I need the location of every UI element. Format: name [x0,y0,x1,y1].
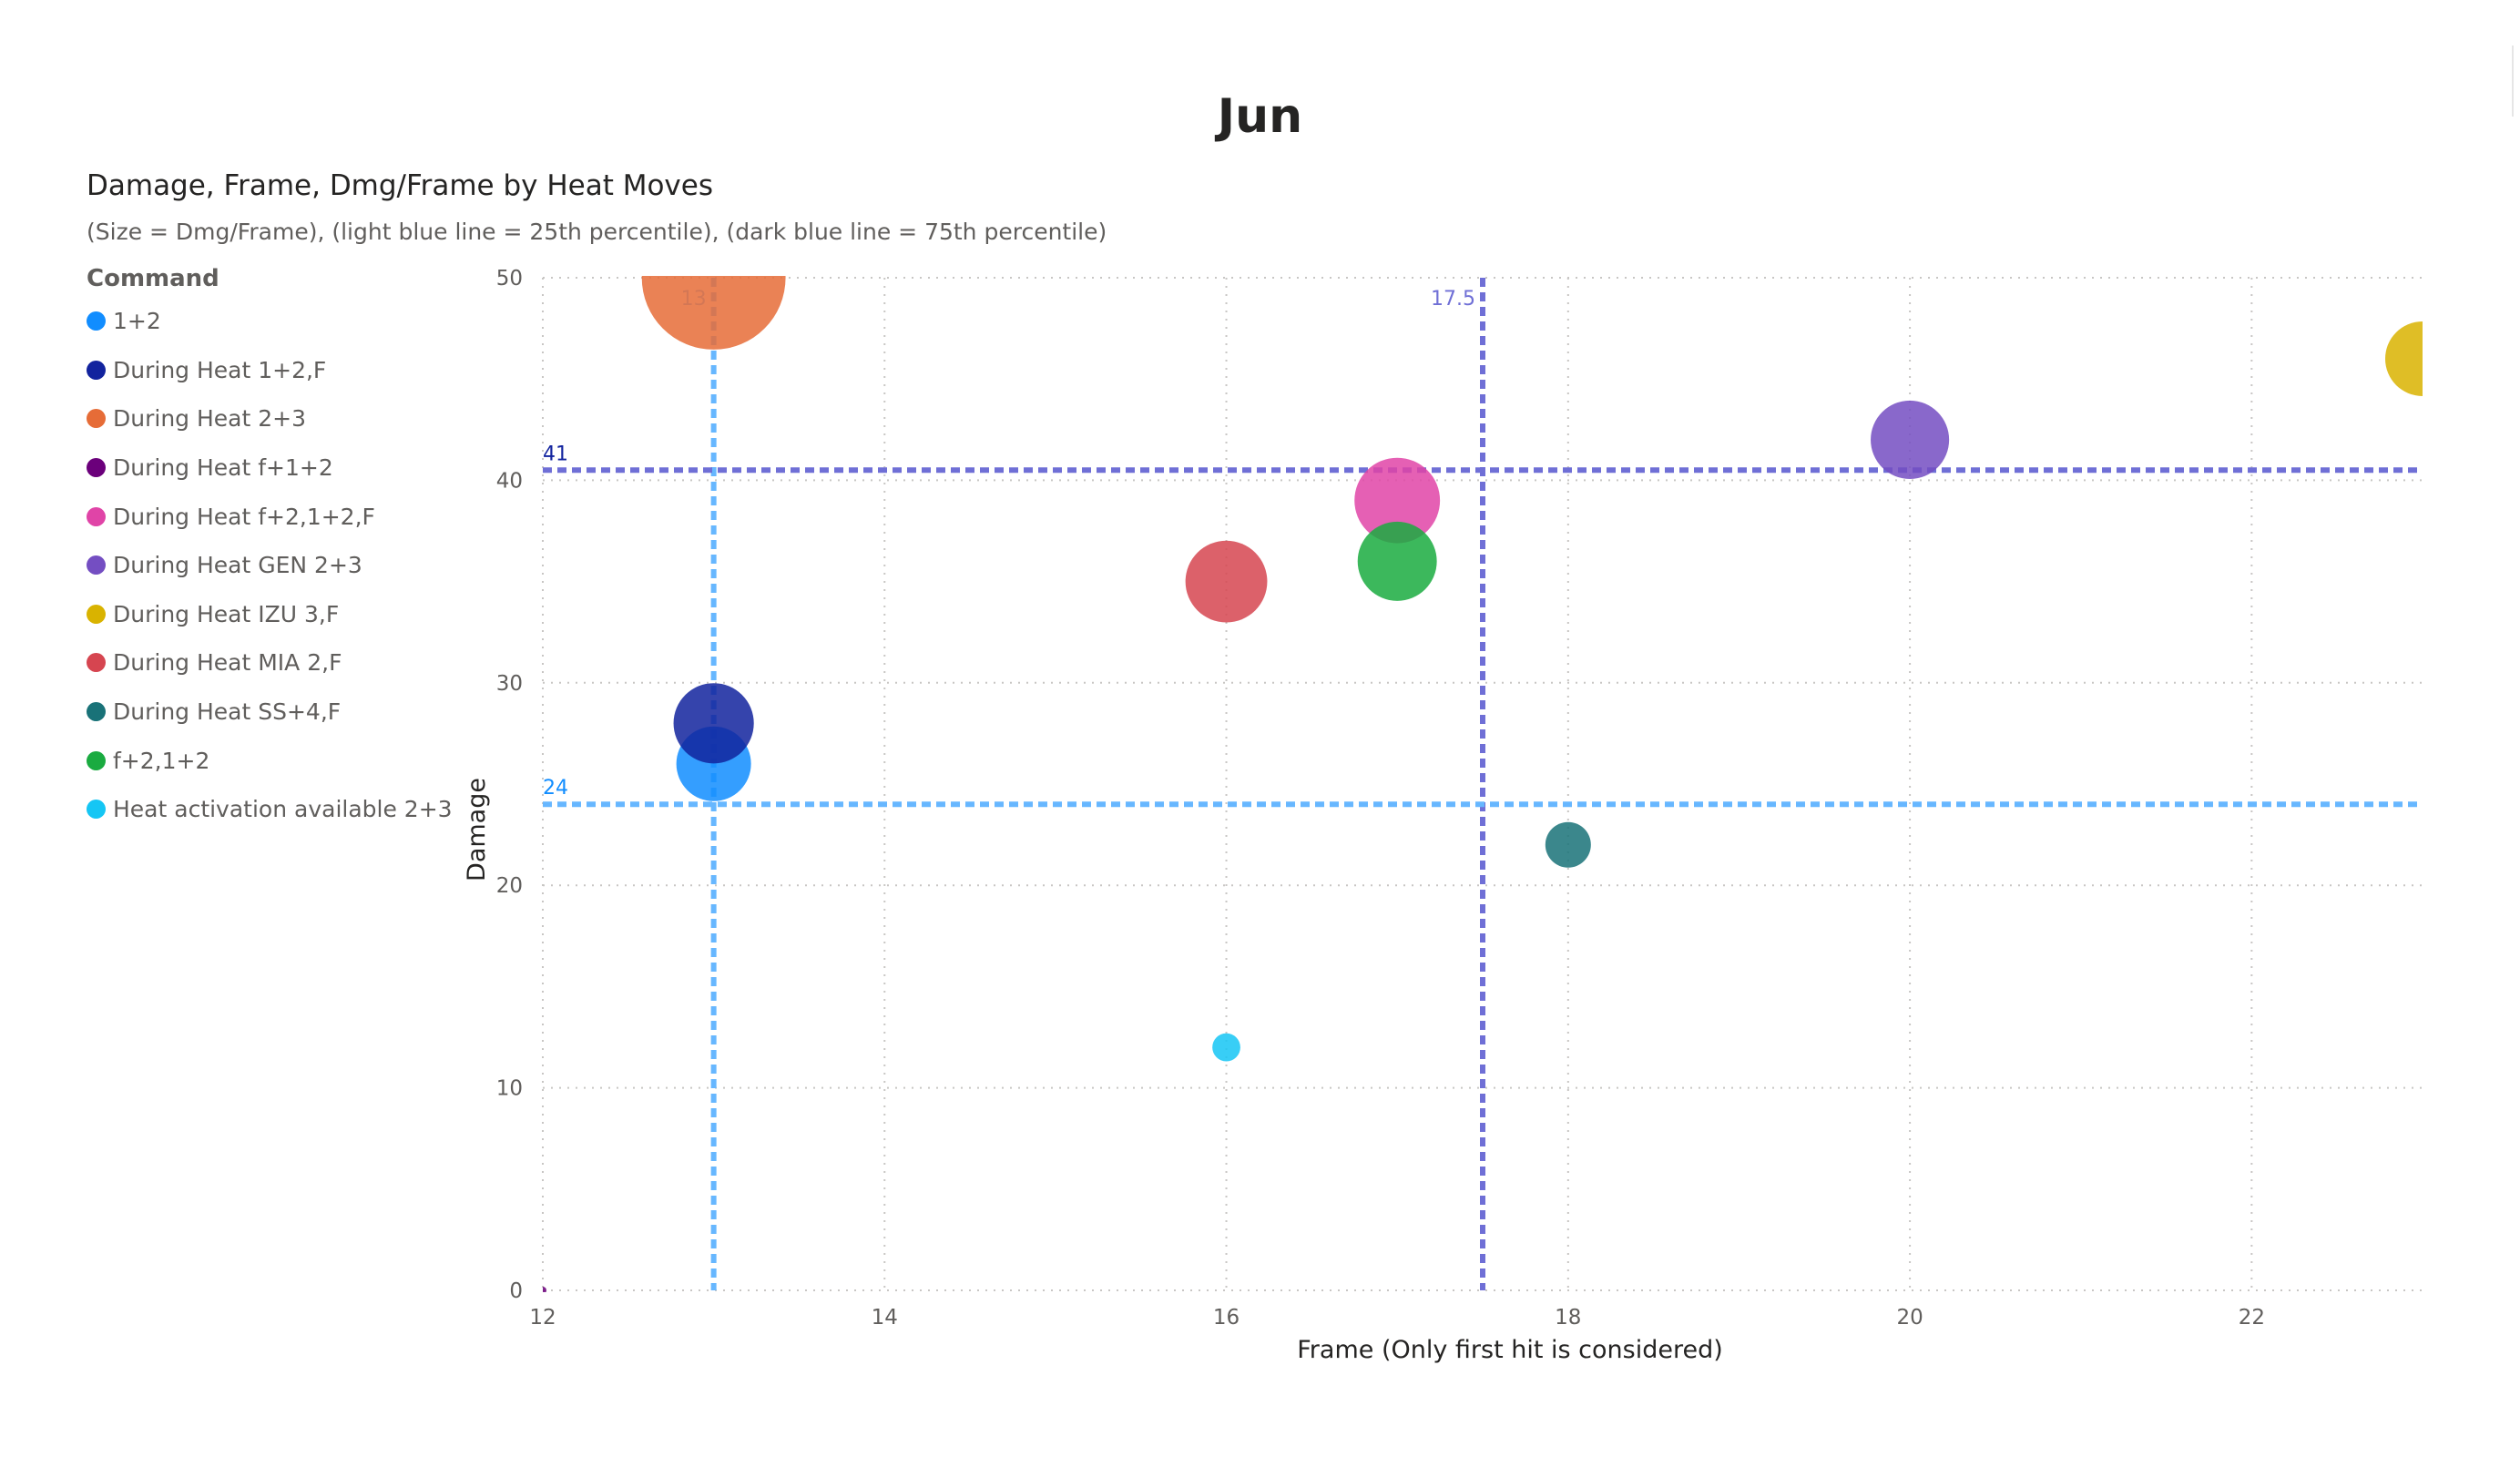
legend-label: During Heat 1+2,F [113,356,327,383]
legend-marker [87,555,106,576]
y-tick-label: 20 [496,874,523,898]
legend-label: 1+2 [113,308,161,335]
reference-line-label: 17.5 [1431,288,1475,311]
legend-label: During Heat MIA 2,F [113,649,342,677]
bubble-point[interactable] [641,206,786,350]
legend-title: Command [87,265,219,292]
legend-label: During Heat SS+4,F [113,698,342,726]
legend-label: f+2,1+2 [113,747,210,774]
panel-edge [2512,46,2514,117]
y-tick-label: 0 [509,1279,523,1303]
legend-marker [87,458,106,478]
legend-marker [87,311,106,331]
legend-marker [87,800,106,820]
legend-marker [87,750,106,770]
y-tick-label: 30 [496,672,523,696]
legend-item[interactable]: During Heat 1+2,F [87,346,451,395]
x-tick-label: 22 [2239,1306,2265,1330]
page-title: Jun [1217,89,1303,144]
x-tick-label: 14 [872,1306,898,1330]
legend-item[interactable]: During Heat SS+4,F [87,688,451,737]
bubble-point[interactable] [1212,1033,1240,1062]
bubble-point[interactable] [539,1287,546,1294]
legend-item[interactable]: During Heat f+2,1+2,F [87,492,451,541]
bubble-point[interactable] [1545,821,1591,868]
legend-item[interactable]: f+2,1+2 [87,736,451,785]
y-axis-title: Damage [463,778,491,881]
bubble-point[interactable] [1357,521,1437,601]
x-tick-label: 16 [1213,1306,1240,1330]
x-tick-label: 18 [1555,1306,1581,1330]
legend-item[interactable]: During Heat MIA 2,F [87,638,451,688]
legend-marker [87,604,106,624]
legend-item[interactable]: 1+2 [87,297,451,346]
y-tick-label: 50 [496,267,523,290]
legend-item[interactable]: Heat activation available 2+3 [87,785,453,834]
bubble-point[interactable] [673,683,754,764]
legend-marker [87,506,106,526]
legend-marker [87,409,106,429]
y-tick-label: 40 [496,469,523,493]
legend-label: During Heat f+2,1+2,F [113,503,375,530]
legend-marker [87,360,106,380]
legend-items: 1+2 During Heat 1+2,F During Heat 2+3 Durin… [87,297,453,834]
bubble-point[interactable] [1871,400,1950,479]
bubble-point[interactable] [2385,321,2460,396]
reference-line-label: 41 [543,443,568,465]
x-axis-title: Frame (Only first hit is considered) [1297,1336,1723,1364]
x-tick-label: 12 [529,1306,556,1330]
legend: Command 1+2 During Heat 1+2,F During Heat … [87,260,453,834]
legend-item[interactable]: During Heat GEN 2+3 [87,541,451,590]
legend-item[interactable]: During Heat IZU 3,F [87,590,451,639]
legend-marker [87,702,106,722]
gridlines [542,277,2423,1291]
legend-marker [87,653,106,673]
reference-line-label: 24 [543,777,568,800]
legend-label: During Heat GEN 2+3 [113,552,362,579]
bubble-point[interactable] [1354,457,1441,544]
x-tick-label: 20 [1896,1306,1923,1330]
legend-label: Heat activation available 2+3 [113,796,453,823]
visual-subtitle: (Size = Dmg/Frame), (light blue line = 2… [87,219,1107,245]
bubbles [539,206,2460,1294]
legend-item[interactable]: During Heat 2+3 [87,394,451,443]
legend-item[interactable]: During Heat f+1+2 [87,443,451,493]
legend-label: During Heat IZU 3,F [113,600,340,627]
axes: 0 10 20 30 40 50 12 14 16 18 20 22 Frame (Only first… [463,267,2265,1364]
legend-label: During Heat 2+3 [113,405,306,433]
bubble-point[interactable] [1185,540,1268,623]
legend-label: During Heat f+1+2 [113,454,333,482]
y-tick-label: 10 [496,1077,523,1101]
visual-title: Damage, Frame, Dmg/Frame by Heat Moves [87,169,713,202]
